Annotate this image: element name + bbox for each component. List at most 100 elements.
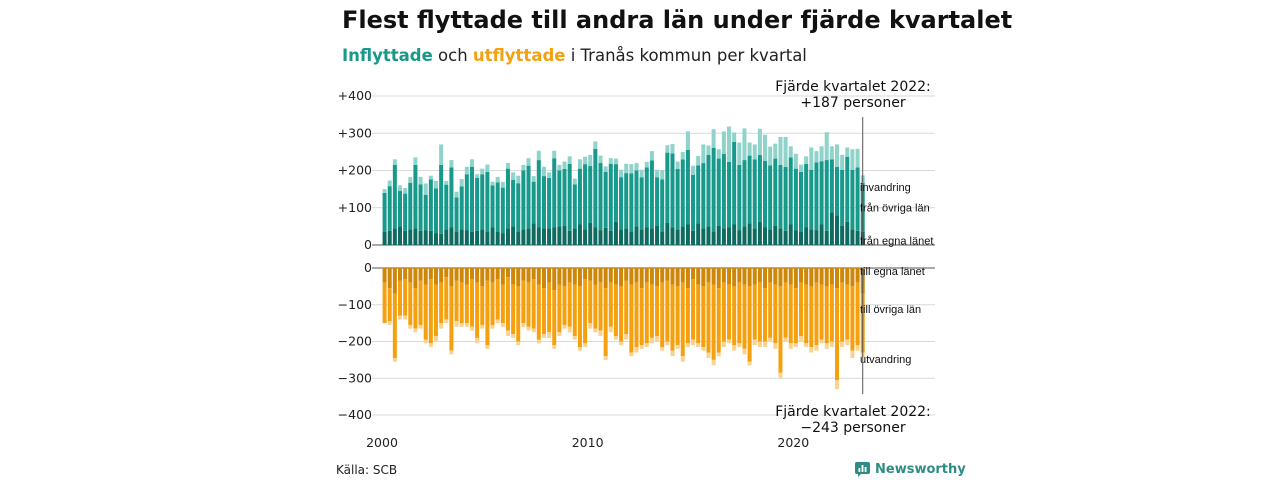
bar-in-segment [629,231,634,245]
bar-in-segment [552,158,557,228]
y-tick-label-top: +300 [338,125,372,140]
bar-in-segment [547,228,552,245]
bar-in-segment [783,230,788,245]
bar-out-segment [804,284,809,344]
bar-out-segment [552,290,557,346]
bar-out-segment [444,268,449,278]
bar-in-segment [397,226,402,246]
bar-in-segment [423,194,428,231]
bar-in-segment [500,187,505,234]
bar-in-segment [752,228,757,245]
bar-out-segment [577,286,582,348]
bar-out-segment [500,268,505,285]
bar-out-segment [557,268,562,285]
bar-in-segment [793,168,798,231]
segment-label-in: från egna länet [860,235,933,247]
bar-out-segment [418,268,423,281]
bar-in-segment [536,150,541,161]
bar-out-segment [809,268,814,287]
bar-out-segment [588,268,593,281]
bar-out-segment [793,268,798,289]
bar-out-segment [490,324,495,329]
bar-in-segment [665,145,670,153]
x-tick-label: 2010 [572,435,604,450]
bar-out-segment [665,280,670,342]
bar-out-segment [809,347,814,353]
bar-out-segment [583,279,588,344]
bar-in-segment [577,159,582,169]
bar-out-segment [536,284,541,340]
bar-in-segment [541,166,546,177]
bar-in-segment [552,150,557,159]
bar-out-segment [567,282,572,327]
bar-in-segment [835,215,840,245]
bar-in-segment [562,169,567,226]
bar-in-segment [418,230,423,245]
grid-lines [372,95,935,416]
bar-out-segment [392,268,397,294]
subtitle-rest: i Tranås kommun per kvartal [565,46,807,65]
bar-out-segment [490,282,495,325]
bar-in-segment [824,230,829,245]
bar-in-segment [804,163,809,228]
bar-out-segment [655,335,660,342]
bar-out-segment [557,284,562,333]
bar-out-segment [593,268,598,285]
bar-in-segment [418,176,423,185]
bar-in-segment [413,164,418,229]
bar-out-segment [413,268,418,289]
bar-out-segment [835,288,840,381]
bar-out-segment [505,330,510,336]
bar-out-segment [824,343,829,349]
y-tick-label-top: +400 [338,88,372,103]
bar-out-segment [454,268,459,281]
bar-in-segment [685,150,690,225]
bar-in-segment [701,228,706,245]
bar-out-segment [629,352,634,357]
bar-in-segment [727,161,732,228]
bar-in-segment [691,230,696,245]
bar-in-segment [495,231,500,245]
annotation-top-text: +187 personer [800,95,906,111]
bar-out-segment [706,282,711,353]
bar-out-segment [747,268,752,287]
bar-out-segment [829,284,834,342]
bar-out-segment [747,286,752,362]
bar-in-segment [804,156,809,164]
bar-out-segment [691,268,696,280]
bar-out-segment [562,268,567,287]
bar-in-segment [721,153,726,229]
bar-in-segment [814,230,819,245]
bar-out-segment [552,268,557,291]
bar-in-segment [649,228,654,245]
bar-out-segment [526,326,531,331]
bar-in-segment [835,144,840,167]
bar-out-segment [475,337,480,344]
bar-in-segment [799,231,804,245]
bar-out-segment [649,284,654,338]
bar-out-segment [742,284,747,349]
bar-in-segment [577,168,582,225]
bar-in-segment [799,171,804,232]
bar-out-segment [680,268,685,283]
bar-in-segment [469,231,474,245]
bar-out-segment [778,372,783,379]
bar-out-segment [835,380,840,390]
bar-out-segment [577,268,582,287]
bar-in-segment [696,165,701,224]
bar-out-segment [459,282,464,324]
bar-in-segment [531,223,536,245]
bar-out-segment [526,282,531,327]
bar-out-segment [408,324,413,329]
bar-in-segment [572,178,577,185]
bar-out-segment [716,288,721,353]
bar-out-segment [480,324,485,329]
bar-out-segment [485,280,490,346]
bar-in-segment [855,167,860,231]
segment-label-in: invandring [860,182,911,194]
bar-out-segment [397,280,402,316]
bar-out-segment [505,268,510,278]
bar-out-segment [829,268,834,285]
x-tick-label: 2000 [366,435,398,450]
bar-out-segment [763,288,768,342]
